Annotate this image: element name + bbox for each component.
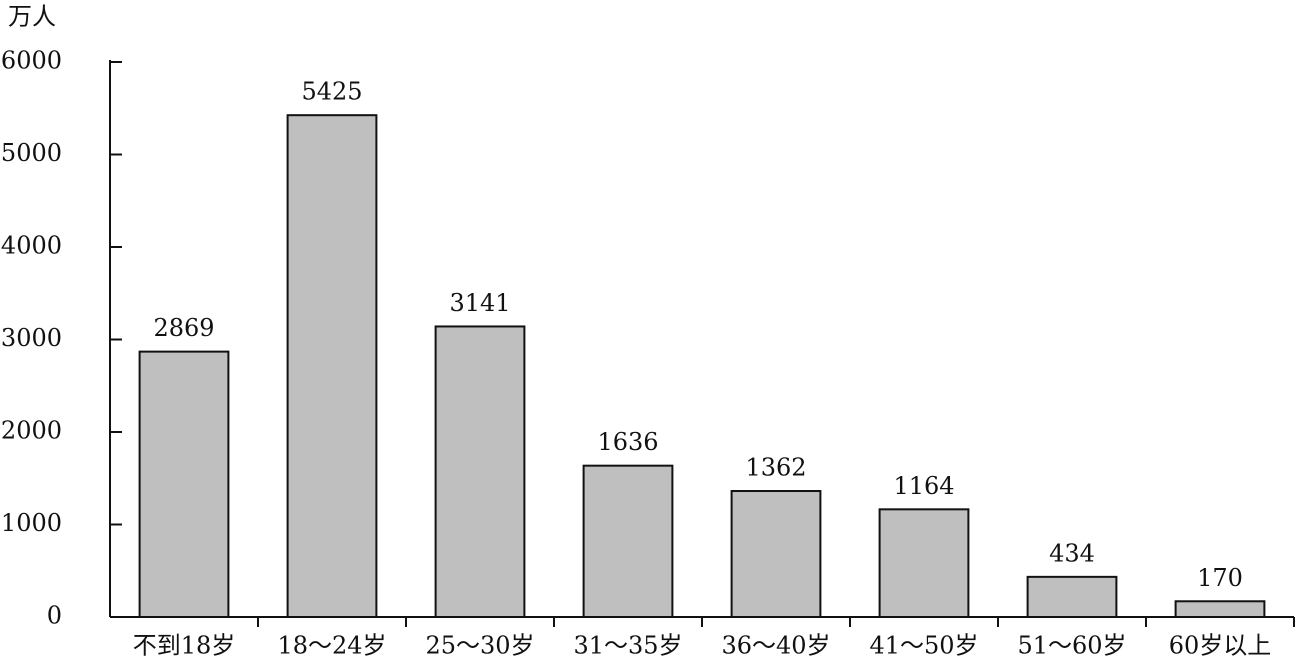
bar xyxy=(138,350,230,618)
y-tick-label: 1000 xyxy=(1,509,62,537)
x-tick-label: 51～60岁 xyxy=(1017,632,1126,660)
bar xyxy=(878,508,970,618)
x-tick-label: 36～40岁 xyxy=(721,632,830,660)
value-label: 3141 xyxy=(449,289,510,317)
bar xyxy=(1026,575,1118,618)
bar xyxy=(730,490,822,619)
y-tick-label: 2000 xyxy=(1,417,62,445)
x-tick-label: 60岁以上 xyxy=(1169,632,1272,660)
x-tick-label: 18～24岁 xyxy=(277,632,386,660)
y-tick-label: 6000 xyxy=(1,47,62,75)
bar xyxy=(582,464,674,619)
value-label: 2869 xyxy=(153,314,214,342)
bar xyxy=(434,325,526,618)
bar xyxy=(1174,600,1266,619)
x-tick-label: 41～50岁 xyxy=(869,632,978,660)
y-tick-label: 4000 xyxy=(1,232,62,260)
y-tick-label: 5000 xyxy=(1,139,62,167)
value-label: 170 xyxy=(1197,564,1243,592)
x-tick-label: 31～35岁 xyxy=(573,632,682,660)
y-tick-label: 0 xyxy=(47,602,62,630)
x-tick-label: 25～30岁 xyxy=(425,632,534,660)
value-label: 5425 xyxy=(301,78,362,106)
value-label: 1362 xyxy=(745,454,806,482)
y-tick-label: 3000 xyxy=(1,324,62,352)
bar xyxy=(286,114,378,618)
x-tick-label: 不到18岁 xyxy=(133,632,236,660)
value-label: 1636 xyxy=(597,428,658,456)
y-axis-label: 万人 xyxy=(8,3,56,31)
value-label: 434 xyxy=(1049,539,1095,567)
value-label: 1164 xyxy=(893,472,954,500)
